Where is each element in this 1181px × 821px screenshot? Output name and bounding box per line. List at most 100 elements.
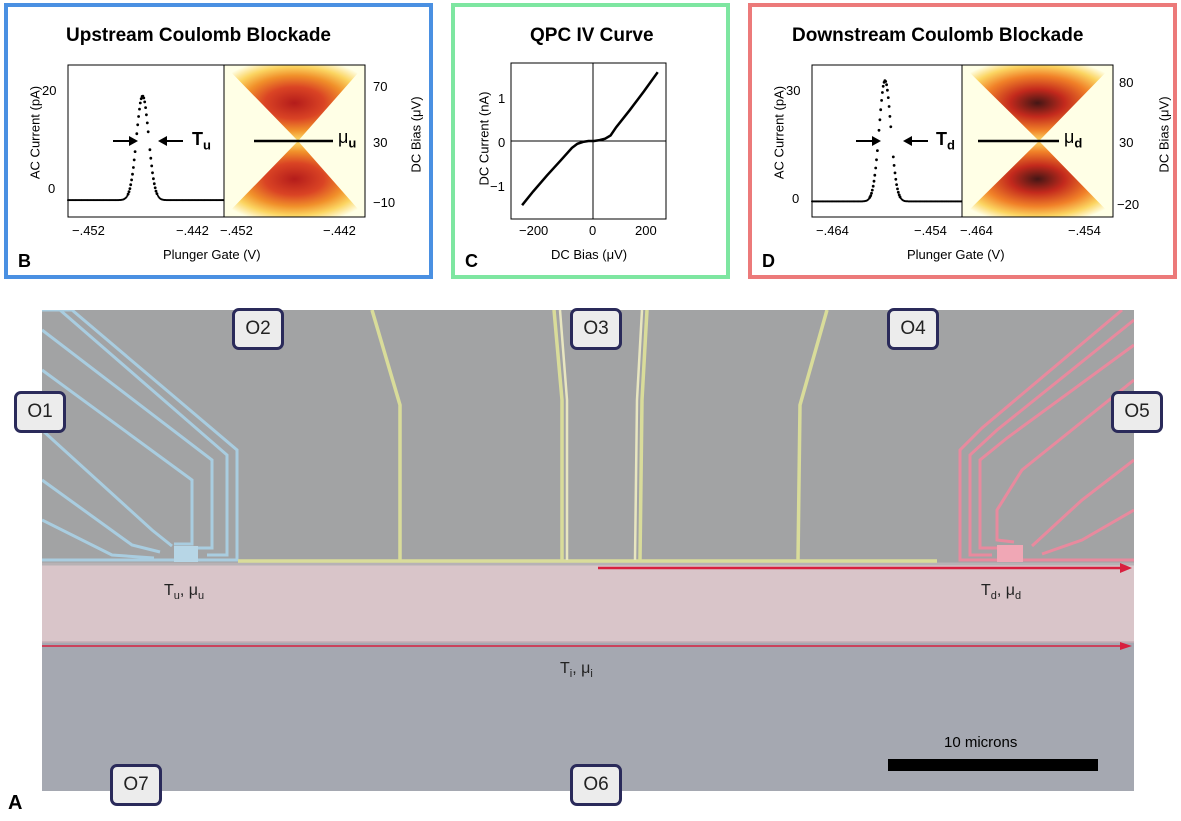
peak-data-point [145,113,148,117]
panel-d-peak-series [811,79,963,203]
panel-b-rtick-70: 70 [373,79,388,94]
panel-b-upstream: Upstream Coulomb Blockade B AC Current (… [4,3,433,279]
peak-data-point [896,190,900,194]
peak-data-point [889,125,893,129]
panel-d-rtick-30: 30 [1119,135,1134,150]
peak-data-point [875,158,878,162]
peak-data-point [145,121,149,125]
peak-data-point [146,130,150,134]
peak-data-point [873,173,877,177]
peak-data-point [142,96,146,100]
ohmic-o1: O1 [14,391,66,433]
peak-data-point [143,100,147,104]
peak-data-point [869,194,873,198]
panel-d-right-ylabel: DC Bias (μV) [1156,96,1172,173]
panel-c-plot [510,62,667,220]
panel-b-mu-main: μ [338,127,349,147]
ohmic-o2: O2 [232,308,284,350]
peak-data-point [138,107,141,111]
panel-d-title: Downstream Coulomb Blockade [792,25,1084,46]
panel-b-letter: B [18,251,31,271]
ohmic-o4: O4 [887,308,939,350]
panel-d-ytick-30: 30 [786,83,801,98]
panel-c-iv-curve [521,71,659,206]
peak-data-point [152,177,155,181]
peak-data-point [128,187,132,191]
peak-data-point [133,150,137,154]
panel-b-peak-series [67,94,225,202]
panel-c-ytick-1: 1 [498,91,506,106]
panel-d-xtick-l1: −.464 [816,223,849,238]
sem-label-upstream-sub2: u [198,590,205,603]
peak-data-point [870,191,873,195]
panel-b-title: Upstream Coulomb Blockade [66,25,331,46]
panel-d-xtick-r2: −.454 [1068,223,1101,238]
panel-c-ylabel: DC Current (nA) [476,91,492,186]
peak-data-point [127,190,131,194]
panel-d-rtick-80: 80 [1119,75,1134,90]
panel-b-t-main: T [192,129,203,149]
ohmic-o7: O7 [110,764,162,806]
sem-label-downstream: Td, μd [981,582,1021,602]
peak-data-point [876,149,879,153]
sem-label-inner-t: T [560,660,570,677]
panel-c-ytick-m1: −1 [490,179,505,194]
panel-b-t-label: Tu [192,129,211,153]
panel-b-rtick-m10: −10 [373,195,396,210]
peak-data-point [892,164,896,167]
panel-c-ytick-0: 0 [498,135,506,150]
peak-data-point [896,187,899,191]
panel-b-t-sub: u [203,137,211,153]
peak-data-point [886,96,890,99]
panel-c-xtick-200: 200 [635,223,657,238]
panel-c-qpc: QPC IV Curve C DC Current (nA) 1 0 −1 −2… [451,3,730,279]
peak-data-point [885,83,888,87]
panel-d-xlabel: Plunger Gate (V) [907,247,1005,262]
sem-label-inner-sub1: i [569,668,573,681]
peak-data-point [880,99,883,102]
peak-data-point [872,179,876,183]
panel-d-mu-label: μd [1064,127,1082,151]
peak-data-point [153,186,157,190]
peak-data-point [884,80,888,83]
panel-b-plot [67,64,366,218]
sem-label-inner-sub2: i [590,668,593,681]
peak-data-point [881,91,884,94]
peak-data-point [888,115,892,118]
ohmic-o5: O5 [1111,391,1163,433]
panel-d-downstream: Downstream Coulomb Blockade D AC Current… [748,3,1177,279]
panel-d-mu-sub: d [1074,135,1083,151]
panel-c-title: QPC IV Curve [530,25,654,46]
peak-data-point [149,156,153,160]
sem-image: Tu, μu Td, μd Ti, μi 10 microns [42,310,1134,791]
panel-d-rtick-m20: −20 [1117,197,1140,212]
peak-data-point [126,192,130,196]
panel-b-right-ylabel: DC Bias (μV) [408,96,424,173]
panel-c-letter: C [465,251,478,271]
scale-bar-label: 10 microns [944,734,1018,751]
sem-drawing [42,310,1134,791]
panel-c-xlabel: DC Bias (μV) [551,247,628,262]
peak-data-point [886,88,889,92]
peak-data-point [130,178,133,182]
panel-d-xtick-r1: −.464 [960,223,993,238]
panel-c-xtick-m200: −200 [519,223,549,238]
ohmic-o3: O3 [570,308,622,350]
sem-label-upstream-t: T [164,582,174,599]
sem-label-inner-mu: , μ [572,660,591,677]
peak-data-point [893,171,897,175]
panel-b-mu-sub: u [348,135,357,151]
peak-data-point [881,84,885,88]
peak-data-point [132,158,136,162]
peak-data-point [152,182,156,186]
peak-data-point [132,166,135,169]
panel-d-ytick-0: 0 [792,191,800,206]
peak-data-point [144,106,148,109]
peak-data-point [877,128,881,132]
peak-data-point [879,108,883,112]
peak-data-point [895,183,898,187]
panel-d-xtick-l2: −.454 [914,223,947,238]
panel-a-letter: A [8,792,23,814]
peak-data-point [148,148,152,152]
panel-d-t-main: T [936,129,947,149]
